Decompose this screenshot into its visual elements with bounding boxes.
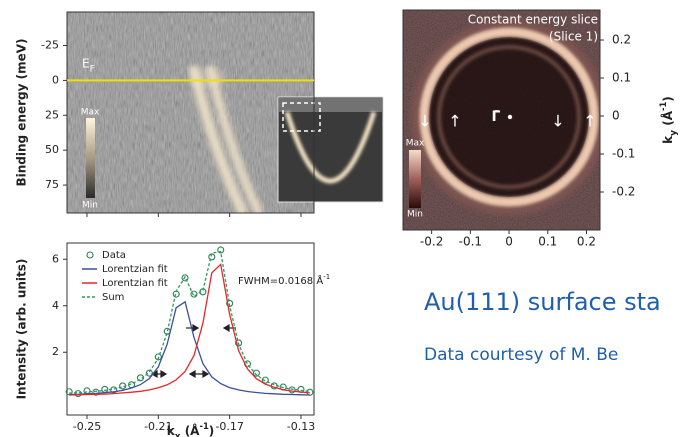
fwhm-arrows — [150, 323, 236, 379]
x-axis-label-part: ) — [209, 424, 214, 437]
y-tick-label: 0.1 — [612, 71, 631, 85]
slice-image: ↓ ↑ ↓ ↑ — [403, 10, 600, 230]
data-point — [101, 385, 109, 393]
x-tick-label: -0.1 — [459, 235, 482, 249]
annotation: FWHM=0.0168 Å-1 — [238, 273, 330, 287]
legend-label: Sum — [102, 292, 124, 303]
annotation-part: FWHM=0.0168 Å — [238, 274, 323, 287]
plot-frame — [66, 11, 315, 214]
y-tick-label: -0.2 — [612, 185, 635, 199]
svg-text:↓: ↓ — [551, 112, 564, 131]
y-tick-label: 6 — [52, 252, 59, 265]
legend-symbol — [86, 251, 94, 259]
y-tick-label: 0 — [52, 73, 59, 86]
point-label: Γ̄ — [492, 109, 501, 125]
plot-frame — [402, 9, 601, 231]
data-point — [154, 353, 162, 361]
series-line — [69, 250, 310, 394]
data-point — [190, 290, 198, 298]
x-axis-label-part: x — [175, 432, 181, 437]
y-axis-label-part: -1 — [658, 102, 668, 111]
chart-title: Constant energy slice — [468, 13, 598, 27]
y-axis-label-part: k — [661, 135, 675, 144]
data-point — [136, 374, 145, 382]
annotation-part: -1 — [323, 273, 330, 281]
caption-credit: Data courtesy of M. Be — [424, 345, 618, 365]
data-point — [83, 387, 91, 395]
svg-text:↑: ↑ — [448, 112, 461, 131]
y-axis-label: ky (Å-1) — [658, 96, 679, 144]
y-tick-label: 2 — [52, 345, 59, 358]
colorbar-label: Min — [407, 210, 423, 220]
series-line — [69, 263, 310, 396]
data-point — [145, 369, 153, 377]
legend-label: Data — [102, 250, 126, 261]
plot-frame — [66, 242, 315, 416]
chart-subtitle: (Slice 1) — [549, 30, 598, 44]
x-axis-label: kx (Å-1) — [167, 421, 215, 437]
y-axis-label-part: y — [669, 130, 679, 136]
caption-title: Au(111) surface sta — [424, 288, 661, 316]
x-axis-label-part: -1 — [199, 421, 208, 431]
y-axis-label: Intensity (arb. units) — [15, 259, 29, 400]
fermi-label-part: F — [90, 64, 95, 74]
fermi-label-part: E — [82, 56, 90, 70]
y-axis-label-part: ) — [661, 96, 675, 101]
data-point — [92, 388, 100, 396]
y-tick-label: 4 — [52, 299, 59, 312]
y-tick-label: -0.1 — [612, 147, 635, 161]
data-point — [217, 246, 225, 254]
x-axis-label-part: (Å — [181, 423, 201, 437]
legend-label: Lorentzian fit — [102, 264, 168, 275]
x-tick-label: -0.17 — [215, 420, 243, 433]
y-tick-label: 0 — [612, 109, 620, 123]
y-axis-label-part: (Å — [660, 110, 675, 130]
fermi-label: EF — [82, 56, 95, 74]
data-point — [181, 274, 189, 282]
y-tick-label: -25 — [41, 39, 59, 52]
colorbar — [409, 150, 421, 208]
x-tick-label: -0.25 — [73, 420, 101, 433]
y-tick-label: 75 — [45, 178, 59, 191]
data-point — [261, 376, 269, 384]
data-point — [288, 386, 296, 394]
colorbar — [86, 118, 95, 198]
series-line — [69, 300, 310, 396]
inset — [277, 96, 384, 203]
svg-text:↓: ↓ — [418, 112, 431, 131]
x-tick-label: 0.2 — [577, 235, 596, 249]
x-axis-label-part: k — [167, 424, 176, 437]
arpes-image — [67, 12, 314, 213]
x-tick-label: -0.13 — [287, 420, 315, 433]
colorbar-label: Min — [82, 201, 98, 211]
y-axis-label: Binding energy (meV) — [15, 38, 29, 186]
y-tick-label: 25 — [45, 108, 59, 121]
colorbar-label: Max — [406, 139, 425, 149]
svg-text:↑: ↑ — [583, 112, 596, 131]
colorbar-label: Max — [81, 108, 100, 118]
y-tick-label: 0.2 — [612, 33, 631, 47]
data-point — [252, 369, 260, 377]
x-tick-label: 0 — [505, 235, 513, 249]
data-point — [235, 339, 243, 347]
x-tick-label: -0.21 — [144, 420, 172, 433]
legend-label: Lorentzian fit — [102, 278, 168, 289]
x-tick-label: -0.2 — [420, 235, 443, 249]
x-tick-label: 0.1 — [538, 235, 557, 249]
y-tick-label: 50 — [45, 143, 59, 156]
